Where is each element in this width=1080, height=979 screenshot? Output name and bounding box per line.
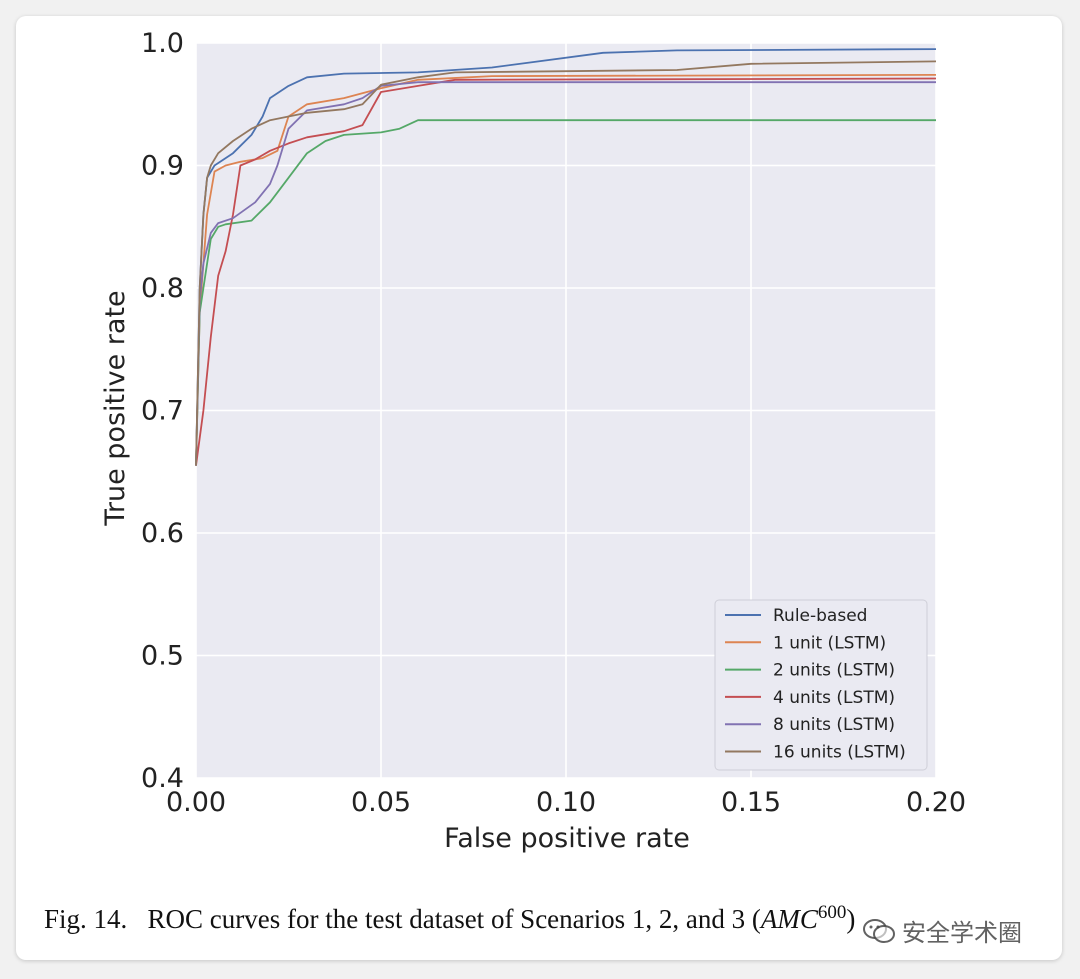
y-tick-label: 0.7 (141, 396, 184, 427)
caption-suffix: ) (846, 904, 856, 934)
x-tick-label: 0.15 (721, 787, 781, 818)
x-tick-label: 0.00 (166, 787, 226, 818)
legend-label: 2 units (LSTM) (773, 661, 895, 681)
figure-caption: Fig. 14. ROC curves for the test dataset… (44, 902, 855, 935)
caption-math: AMC (760, 904, 818, 934)
x-tick-label: 0.05 (351, 787, 411, 818)
caption-text: ROC curves for the test dataset of Scena… (147, 904, 761, 934)
y-tick-label: 0.5 (141, 641, 184, 672)
y-tick-label: 0.8 (141, 273, 184, 304)
series-line (195, 119, 936, 466)
legend-label: Rule-based (773, 606, 867, 626)
series-line (195, 77, 937, 466)
legend-label: 8 units (LSTM) (773, 715, 895, 735)
x-tick-label: 0.10 (536, 787, 596, 818)
legend-label: 1 unit (LSTM) (773, 633, 886, 653)
x-axis-label: False positive rate (444, 823, 690, 854)
y-tick-label: 0.6 (141, 518, 184, 549)
legend: Rule-based 1 unit (LSTM) 2 units (LSTM) 4 u… (714, 599, 928, 771)
y-tick-label: 1.0 (141, 28, 184, 59)
x-tick-label: 0.20 (906, 787, 966, 818)
legend-label: 4 units (LSTM) (773, 688, 895, 708)
caption-sup: 600 (817, 902, 847, 923)
series-line (195, 60, 937, 466)
caption-prefix: Fig. 14. (44, 904, 128, 934)
wechat-icon (863, 918, 895, 943)
legend-box (714, 599, 928, 771)
y-axis-label: True positive rate (100, 290, 131, 526)
series-line (195, 81, 936, 466)
y-tick-label: 0.9 (141, 151, 184, 182)
legend-label: 16 units (LSTM) (773, 743, 906, 763)
y-tick-label: 0.4 (141, 763, 184, 794)
watermark: 安全学术圈 (862, 913, 1022, 948)
watermark-text: 安全学术圈 (902, 919, 1022, 947)
